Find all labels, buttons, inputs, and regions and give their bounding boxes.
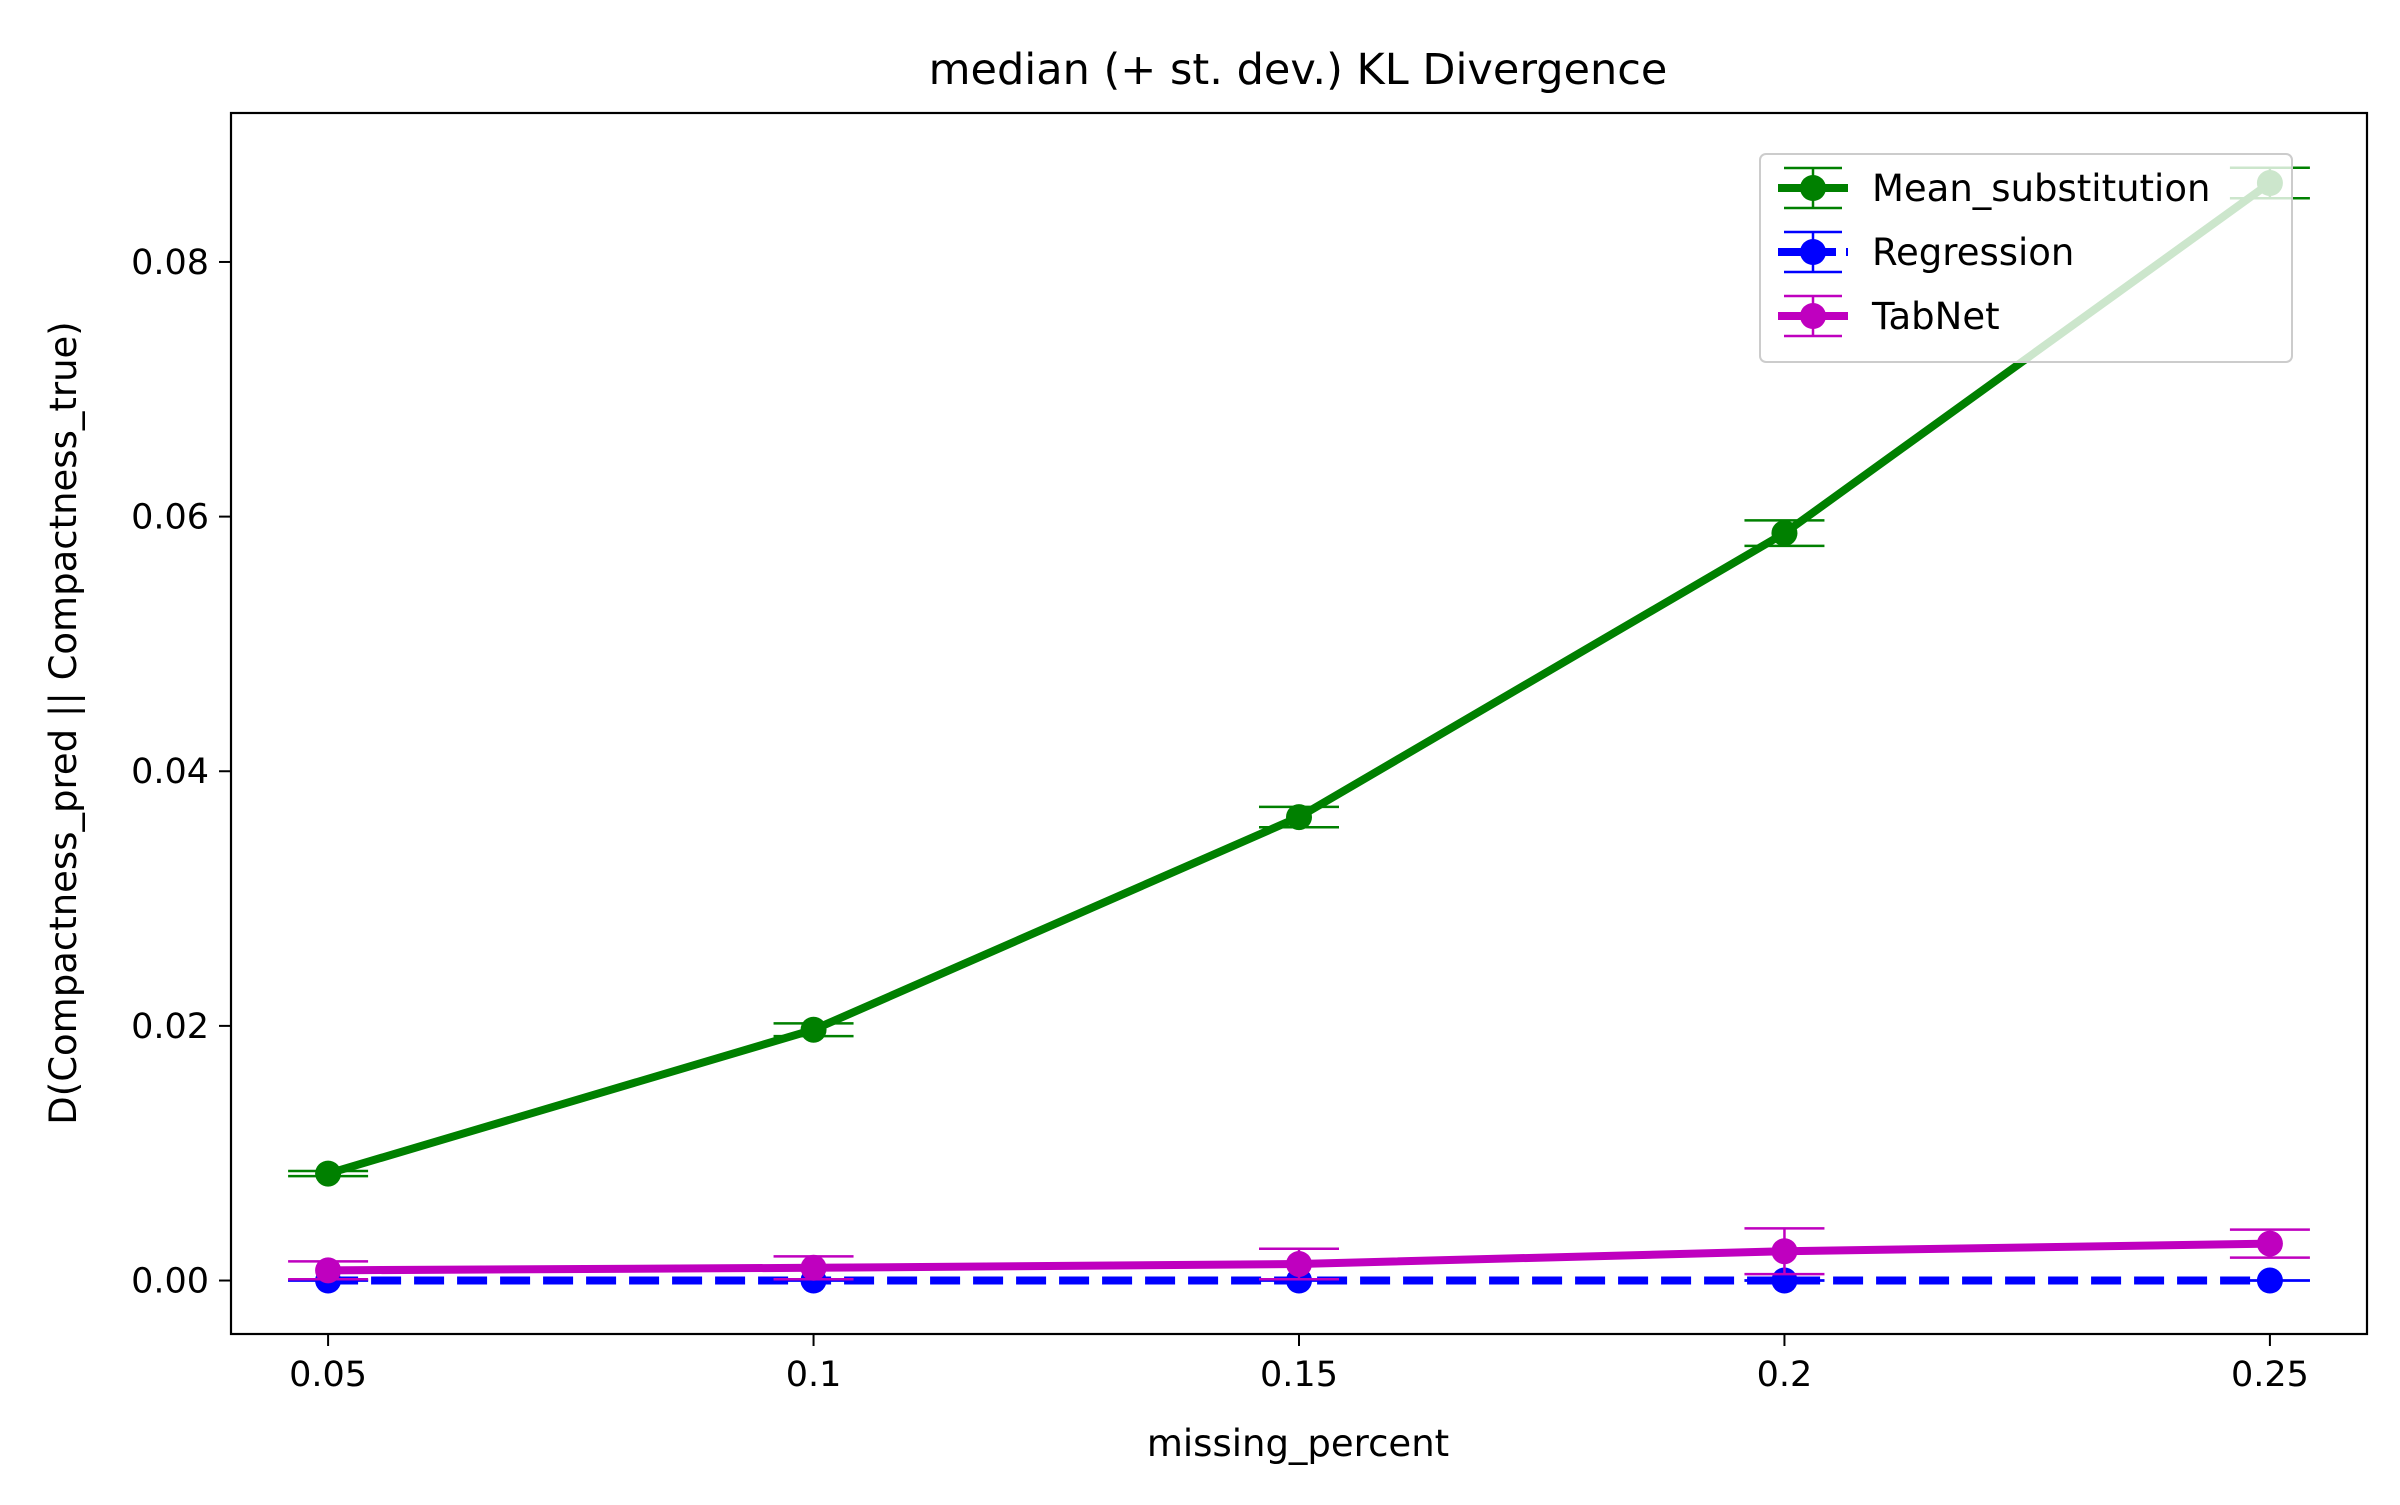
chart-title: median (+ st. dev.) KL Divergence: [929, 45, 1668, 95]
data-point: [315, 1160, 342, 1187]
legend-box: [1759, 153, 2293, 363]
data-point: [1286, 1250, 1312, 1277]
data-point: [1286, 804, 1312, 831]
legend-label: Mean_substitution: [1872, 167, 2210, 210]
data-point: [315, 1257, 342, 1284]
legend-entry: TabNet: [1778, 294, 2000, 338]
y-axis-label: D(Compactness_pred || Compactness_true): [42, 321, 85, 1124]
legend-label: Regression: [1872, 231, 2074, 274]
legend: Mean_substitution Regression TabNet: [1759, 153, 2293, 363]
x-axis-label: missing_percent: [1147, 1422, 1449, 1465]
x-tick-label: 0.25: [2231, 1355, 2309, 1395]
legend-marker: [1800, 175, 1826, 201]
legend-entry: Regression: [1778, 230, 2074, 274]
legend-label: TabNet: [1871, 295, 2000, 338]
x-tick-label: 0.05: [289, 1355, 367, 1395]
y-tick-label: 0.06: [131, 498, 209, 538]
data-point: [2256, 1267, 2283, 1294]
legend-marker: [1800, 239, 1826, 265]
y-tick-label: 0.04: [131, 752, 209, 792]
data-point: [800, 1254, 827, 1281]
data-point: [2256, 1230, 2283, 1257]
legend-entry: Mean_substitution: [1778, 166, 2210, 210]
x-tick-label: 0.1: [786, 1355, 842, 1395]
data-point: [800, 1016, 827, 1043]
x-tick-label: 0.15: [1260, 1355, 1338, 1395]
y-tick-label: 0.02: [131, 1007, 209, 1047]
y-tick-label: 0.00: [131, 1262, 209, 1302]
y-tick-label: 0.08: [131, 243, 209, 283]
x-tick-label: 0.2: [1757, 1355, 1813, 1395]
legend-marker: [1800, 303, 1826, 329]
data-point: [1771, 1238, 1798, 1265]
data-point: [1771, 520, 1798, 547]
series-tabnet: [288, 1227, 2310, 1284]
axes: 0.05 0.1 0.15 0.2 0.25 0.00 0.02 0.04 0.06 0.08: [131, 243, 2309, 1395]
